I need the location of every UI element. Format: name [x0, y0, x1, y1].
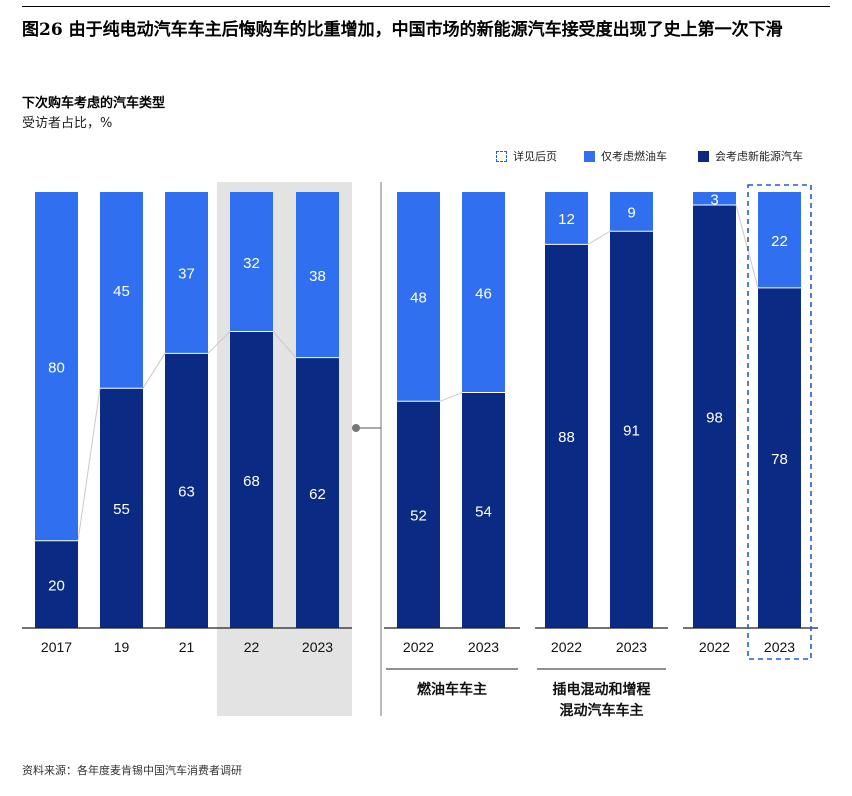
data-label-nev: 62 [309, 486, 326, 503]
data-label-ice-only: 46 [475, 285, 492, 302]
x-tick-label: 2023 [764, 639, 795, 655]
legend-label-nev: 会考虑新能源汽车 [715, 150, 803, 163]
bar-segment-nev [462, 392, 505, 628]
legend: 详见后页 仅考虑燃油车 会考虑新能源汽车 [480, 148, 820, 168]
data-label-nev: 54 [475, 503, 492, 520]
data-label-nev: 78 [771, 451, 788, 468]
bar-segment-ice-only [758, 192, 801, 288]
bar-segment-ice-only [397, 192, 440, 402]
data-label-nev: 52 [410, 508, 427, 525]
bar-segment-ice-only [230, 192, 273, 332]
data-label-ice-only: 12 [558, 211, 575, 228]
trend-connector [207, 331, 231, 354]
group-label: 燃油车车主 [417, 681, 487, 697]
data-label-nev: 55 [113, 501, 130, 518]
chart-subtitle: 下次购车考虑的汽车类型 [22, 96, 166, 111]
data-label-ice-only: 9 [627, 205, 635, 222]
bar-segment-nev [100, 388, 143, 628]
data-label-nev: 20 [48, 577, 65, 594]
legend-item-nev: 会考虑新能源汽车 [698, 148, 803, 164]
trend-connector [735, 204, 759, 289]
data-label-ice-only: 48 [410, 290, 427, 307]
group-label: 混动汽车车主 [560, 702, 644, 718]
trend-connector [439, 392, 463, 402]
trend-connector [142, 353, 166, 389]
bar-segment-nev [397, 401, 440, 628]
data-label-ice-only: 37 [178, 266, 195, 283]
bar-segment-nev [545, 244, 588, 628]
legend-item-see-later: 详见后页 [496, 148, 557, 164]
x-tick-label: 2022 [699, 639, 730, 655]
trend-connector [587, 230, 611, 245]
bar-segment-ice-only [462, 192, 505, 393]
bar-segment-ice-only [165, 192, 208, 354]
bar-segment-nev [35, 540, 78, 628]
x-tick-label: 2023 [468, 639, 499, 655]
bar-segment-nev [758, 287, 801, 628]
trend-connector [272, 331, 297, 359]
data-label-nev: 63 [178, 484, 195, 501]
x-tick-label: 22 [244, 639, 260, 655]
top-rule [22, 6, 830, 7]
legend-label-see-later: 详见后页 [513, 150, 557, 163]
chart-title: 图26 由于纯电动汽车车主后悔购车的比重增加，中国市场的新能源汽车接受度出现了史… [22, 20, 783, 40]
legend-label-ice-only: 仅考虑燃油车 [601, 150, 667, 163]
legend-swatch-nev [698, 150, 709, 162]
bar-segment-nev [230, 331, 273, 628]
data-label-nev: 98 [706, 409, 723, 426]
group-label: 插电混动和增程 [553, 681, 651, 697]
bar-segment-ice-only [35, 192, 78, 541]
data-label-nev: 88 [558, 429, 575, 446]
data-label-ice-only: 38 [309, 268, 326, 285]
data-label-ice-only: 32 [243, 255, 260, 272]
data-label-ice-only: 80 [48, 359, 65, 376]
bar-segment-ice-only [693, 192, 736, 205]
x-tick-label: 19 [114, 639, 130, 655]
x-tick-label: 21 [179, 639, 195, 655]
data-label-ice-only: 3 [710, 191, 718, 208]
bar-segment-nev [165, 353, 208, 628]
x-tick-label: 2022 [551, 639, 582, 655]
data-label-ice-only: 45 [113, 283, 130, 300]
bar-segment-ice-only [545, 192, 588, 245]
dashed-box-icon [496, 150, 507, 162]
legend-item-ice-only: 仅考虑燃油车 [584, 148, 667, 164]
bar-segment-ice-only [610, 192, 653, 232]
bar-segment-nev [610, 231, 653, 629]
x-tick-label: 2022 [403, 639, 434, 655]
bar-segment-ice-only [296, 192, 339, 358]
x-tick-label: 2023 [616, 639, 647, 655]
x-tick-label: 2023 [302, 639, 333, 655]
legend-swatch-ice-only [584, 150, 595, 162]
trend-connector [77, 388, 101, 541]
bar-segment-nev [296, 357, 339, 628]
connector-dot [352, 424, 360, 432]
data-label-nev: 91 [623, 423, 640, 440]
dashed-highlight-box [747, 184, 812, 660]
data-label-ice-only: 22 [771, 233, 788, 250]
data-label-nev: 68 [243, 473, 260, 490]
bar-segment-nev [693, 204, 736, 628]
source-note: 资料来源：各年度麦肯锡中国汽车消费者调研 [22, 764, 242, 777]
x-tick-label: 2017 [41, 639, 72, 655]
bar-segment-ice-only [100, 192, 143, 389]
unit-label: 受访者占比，% [22, 116, 113, 131]
